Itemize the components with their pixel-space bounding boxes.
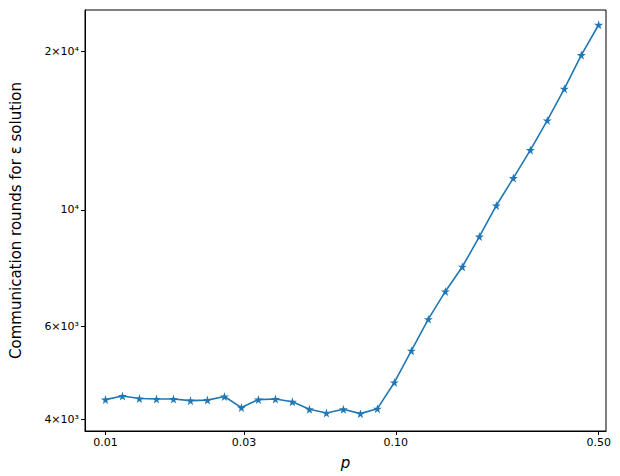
svg-text:6×10³: 6×10³: [44, 320, 79, 333]
svg-text:0.01: 0.01: [93, 436, 118, 449]
svg-text:0.50: 0.50: [586, 436, 611, 449]
svg-text:10⁴: 10⁴: [61, 203, 80, 216]
svg-text:Communication rounds for ε sol: Communication rounds for ε solution: [7, 82, 25, 359]
svg-text:0.10: 0.10: [384, 436, 409, 449]
svg-text:4×10³: 4×10³: [44, 413, 79, 426]
svg-text:0.03: 0.03: [232, 436, 257, 449]
svg-text:p: p: [340, 454, 351, 472]
svg-text:2×10⁴: 2×10⁴: [44, 45, 79, 58]
